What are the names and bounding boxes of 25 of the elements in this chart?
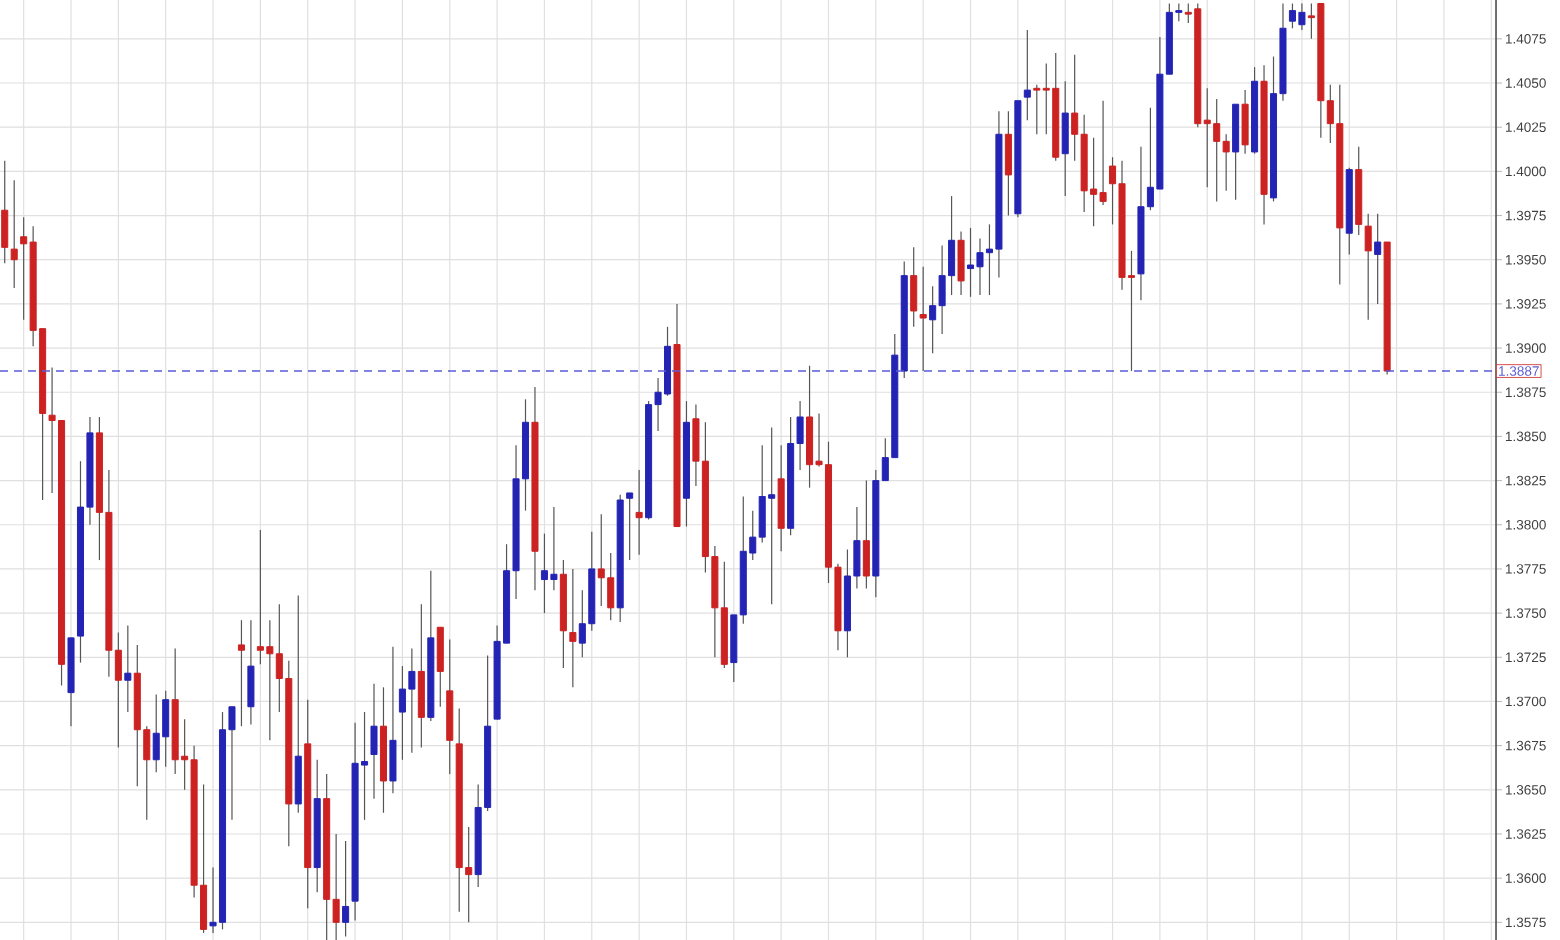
candlestick [919,266,927,372]
candlestick [1364,213,1372,321]
candlestick [635,469,643,556]
candlestick [10,179,18,289]
candlestick [1023,29,1031,121]
candlestick [1241,89,1249,155]
candlestick [957,230,965,296]
candlestick [124,624,132,713]
candlestick [1004,110,1012,217]
candlestick [294,594,302,814]
candlestick [1,160,9,264]
candlestick [1061,80,1069,197]
candlestick [436,626,444,708]
candlestick [626,492,634,561]
candlestick [1232,103,1240,201]
candlestick [417,603,425,748]
candlestick [862,479,870,589]
candlestick [247,619,255,726]
candlestick [1374,213,1382,305]
candlestick [569,568,577,688]
candlestick [237,619,245,727]
candlestick [370,683,378,800]
candlestick [342,840,350,938]
candlestick [910,246,918,328]
candlestick [389,646,397,794]
